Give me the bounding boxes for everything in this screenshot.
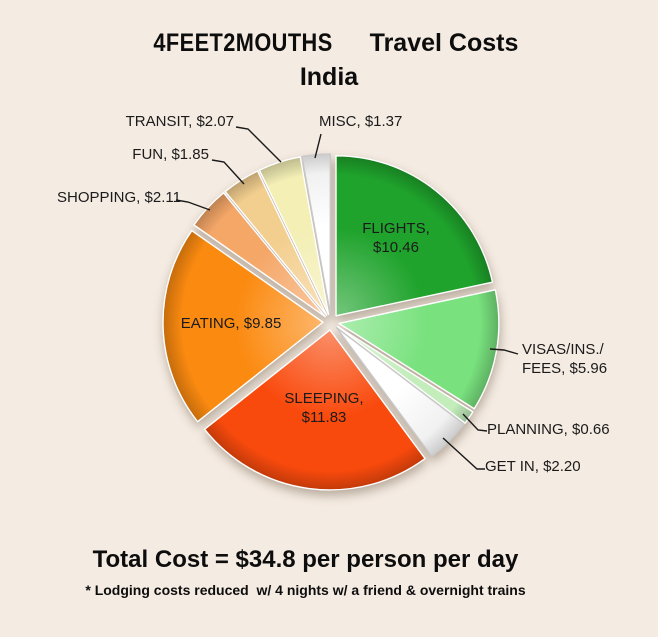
slice-label-transit: TRANSIT, $2.07	[125, 113, 234, 130]
footnote: * Lodging costs reduced w/ 4 nights w/ a…	[85, 582, 526, 598]
slice-label-eating: EATING, $9.85	[180, 315, 282, 332]
pie-slice-sleeping	[203, 329, 426, 491]
chart-title: 4FEET2MOUTHS Travel Costs	[0, 29, 658, 58]
pie-slice-flights	[335, 155, 494, 317]
total-cost-line: Total Cost = $34.8 per person per day	[92, 546, 519, 573]
pie-slice-transit	[258, 156, 330, 316]
brand-name: 4FEET2MOUTHS	[153, 29, 333, 57]
leader-line-shopping	[175, 199, 211, 211]
pie-slice-shopping	[193, 192, 326, 318]
leader-line-planning	[462, 413, 488, 432]
slice-label-misc: MISC, $1.37	[319, 113, 403, 130]
slice-label-getin: GET IN, $2.20	[485, 458, 581, 475]
slice-label-shopping: SHOPPING, $2.11	[57, 189, 181, 206]
slice-label-sleeping: SLEEPING, $11.83	[284, 390, 364, 426]
leader-line-misc	[314, 133, 322, 159]
title-text: Travel Costs	[369, 29, 519, 57]
pie-slice-planning	[336, 325, 474, 424]
pie-slice-get-in	[335, 326, 465, 458]
slice-label-fun: FUN, $1.85	[132, 146, 209, 163]
chart-subtitle: India	[299, 63, 359, 91]
leader-lines	[175, 126, 519, 470]
pie-slice-visas-ins-fees	[338, 289, 500, 410]
slice-label-planning: PLANNING, $0.66	[487, 421, 610, 438]
leader-line-getin	[442, 437, 485, 470]
leader-line-transit	[235, 126, 282, 163]
leader-line-fun	[211, 159, 245, 185]
leader-line-visas	[489, 348, 519, 355]
pie-slice-eating	[162, 229, 324, 423]
slice-label-flights: FLIGHTS, $10.46	[362, 220, 430, 256]
slice-label-visas: VISAS/INS./ FEES, $5.96	[522, 341, 608, 377]
pie-chart	[162, 153, 500, 491]
